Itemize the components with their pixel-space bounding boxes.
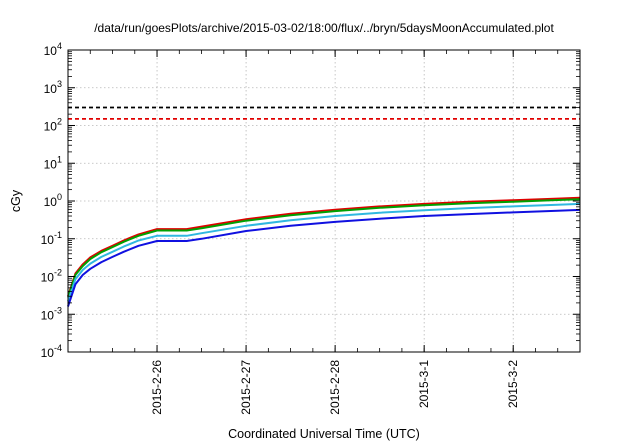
dose-series-line [67,196,581,297]
y-tick-base: 10 [44,120,58,134]
y-tick-base: 10 [41,308,55,322]
y-tick-exponent: -2 [54,268,62,278]
dose-series-line [67,198,581,298]
y-tick-label: 10-3 [41,305,62,322]
y-tick-base: 10 [41,271,55,285]
y-tick-base: 10 [41,346,55,360]
x-tick-label: 2015-3-1 [417,360,431,408]
reference-lines [68,106,580,120]
y-tick-base: 10 [44,195,58,209]
y-tick-label: 103 [44,79,62,96]
x-tick-labels: 2015-2-26 2015-2-27 2015-2-28 2015-3-1 2015-… [150,360,520,415]
y-tick-label: 102 [44,117,62,134]
y-tick-exponent: -1 [54,230,62,240]
y-tick-exponent: 0 [57,192,62,202]
x-tick-label: 2015-2-28 [328,360,342,415]
y-tick-base: 10 [44,157,58,171]
data-series [67,196,581,307]
y-tick-base: 10 [44,44,58,58]
y-tick-label: 100 [44,192,62,209]
y-axis-title: cGy [9,189,23,212]
y-tick-label: 10-2 [41,268,62,285]
y-tick-exponent: -4 [54,343,62,353]
dose-series-line [67,202,581,302]
x-axis-title: Coordinated Universal Time (UTC) [228,427,420,441]
y-tick-base: 10 [44,82,58,96]
y-tick-label: 104 [44,41,62,58]
y-tick-exponent: 4 [57,41,62,51]
y-tick-exponent: -3 [54,305,62,315]
chart-title: /data/run/goesPlots/archive/2015-03-02/1… [94,21,554,35]
x-tick-label: 2015-3-2 [506,360,520,408]
y-tick-base: 10 [41,233,55,247]
grid-lines [68,50,580,352]
dose-series-line [67,208,581,307]
y-tick-exponent: 2 [57,117,62,127]
y-tick-label: 10-1 [41,230,62,247]
x-tick-label: 2015-2-27 [239,360,253,415]
axis-ticks [67,49,581,353]
y-tick-exponent: 1 [57,154,62,164]
y-tick-label: 101 [44,154,62,171]
y-tick-exponent: 3 [57,79,62,89]
x-tick-label: 2015-2-26 [150,360,164,415]
y-tick-label: 10-4 [41,343,62,360]
